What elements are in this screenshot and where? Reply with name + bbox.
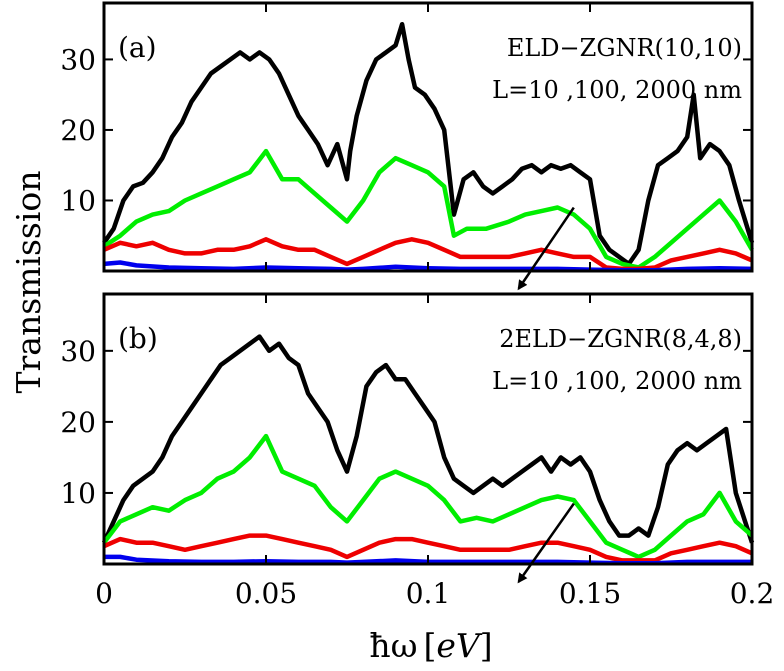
annotation-lengths: L=10 ,100, 2000 nm: [492, 76, 742, 104]
panel-label: (a): [118, 31, 157, 64]
y-tick-label: 30: [60, 43, 96, 76]
series-line-2: [102, 148, 754, 270]
trend-arrow: [517, 206, 575, 291]
x-axis-label-bracket-open: [: [424, 626, 437, 665]
x-axis-label-bracket-close: ]: [480, 626, 493, 665]
y-tick-label: 10: [60, 477, 96, 510]
y-tick-label: 10: [60, 184, 96, 217]
x-axis-label: ħω [eV]: [369, 626, 492, 665]
y-tick-label: 20: [60, 406, 96, 439]
panel-a: 10 20 30 (a) ELD−ZGNR(10,10) L=10 ,100, 2000 …: [60, 1, 755, 291]
series-line-1: [102, 21, 755, 267]
annotation-lengths: L=10 ,100, 2000 nm: [492, 367, 742, 395]
x-axis-label-symbol: ħω: [369, 626, 417, 665]
y-tick-label: 30: [60, 335, 96, 368]
panel-b: 10 20 30 (b) 2ELD−ZGNR(8,4,8) L=10 ,100, 2000…: [60, 292, 755, 584]
series-line-3: [103, 533, 753, 563]
x-tick-label: 0.05: [235, 577, 297, 610]
panel-label: (b): [118, 322, 158, 355]
trend-arrow: [517, 502, 575, 584]
annotation-structure: 2ELD−ZGNR(8,4,8): [499, 325, 742, 353]
x-tick-labels: 0 0.05 0.1 0.15 0.2: [95, 577, 774, 610]
series-line-2: [102, 433, 754, 560]
y-axis-label: Transmission: [9, 170, 48, 393]
x-tick-label: 0.1: [406, 577, 451, 610]
x-axis-label-unit: eV: [436, 626, 483, 665]
x-tick-label: 0.15: [559, 577, 621, 610]
annotation-structure: ELD−ZGNR(10,10): [507, 34, 742, 62]
x-tick-label: 0: [95, 577, 113, 610]
y-tick-label: 20: [60, 114, 96, 147]
x-tick-label: 0.2: [730, 577, 775, 610]
series-line-1: [101, 334, 755, 544]
